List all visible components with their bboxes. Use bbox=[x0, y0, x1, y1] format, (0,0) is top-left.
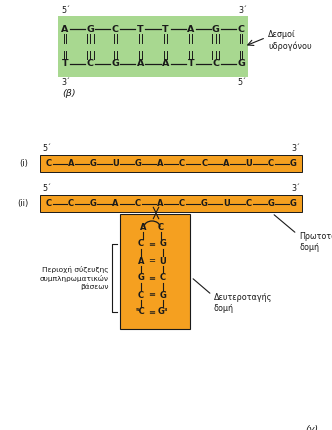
Text: A: A bbox=[187, 25, 195, 34]
Text: C: C bbox=[87, 59, 94, 68]
Text: U: U bbox=[160, 257, 166, 265]
Text: Περιοχή σύζευξης
συμπληρωματικών
βάσεων: Περιοχή σύζευξης συμπληρωματικών βάσεων bbox=[40, 266, 109, 290]
Text: C: C bbox=[112, 25, 119, 34]
Text: C: C bbox=[46, 199, 52, 208]
Text: 3´: 3´ bbox=[291, 184, 300, 193]
Text: A: A bbox=[112, 199, 119, 208]
Text: C: C bbox=[160, 273, 166, 283]
Text: A: A bbox=[137, 59, 144, 68]
Text: G: G bbox=[137, 273, 144, 283]
Text: U: U bbox=[223, 199, 230, 208]
Text: C: C bbox=[237, 25, 244, 34]
Text: 5´: 5´ bbox=[238, 78, 247, 87]
Text: Δευτεροταγής
δομή: Δευτεροταγής δομή bbox=[214, 293, 272, 313]
Text: G: G bbox=[212, 25, 220, 34]
Text: T: T bbox=[162, 25, 169, 34]
Text: Πρωτοταγής
δομή: Πρωτοταγής δομή bbox=[299, 232, 332, 252]
Text: G: G bbox=[267, 199, 274, 208]
Text: ≡: ≡ bbox=[148, 240, 155, 249]
Text: A: A bbox=[138, 257, 144, 265]
Bar bbox=[120, 214, 190, 329]
Text: ≡: ≡ bbox=[148, 291, 155, 300]
Text: G: G bbox=[160, 291, 166, 300]
Text: G: G bbox=[90, 199, 97, 208]
Text: T: T bbox=[62, 59, 68, 68]
Bar bbox=[58, 16, 248, 77]
Text: G: G bbox=[111, 59, 119, 68]
Text: A: A bbox=[68, 159, 74, 168]
Text: ⁵C: ⁵C bbox=[136, 307, 146, 316]
Text: 3´: 3´ bbox=[61, 78, 70, 87]
Text: G: G bbox=[290, 199, 296, 208]
Text: C: C bbox=[246, 199, 252, 208]
Text: C: C bbox=[201, 159, 208, 168]
Text: A: A bbox=[61, 25, 69, 34]
Text: (γ): (γ) bbox=[305, 425, 318, 430]
Text: A: A bbox=[223, 159, 230, 168]
Text: 5´: 5´ bbox=[61, 6, 70, 15]
Text: G: G bbox=[160, 240, 166, 249]
Text: G³: G³ bbox=[158, 307, 168, 316]
Text: C: C bbox=[158, 222, 164, 231]
Text: G: G bbox=[90, 159, 97, 168]
Text: C: C bbox=[212, 59, 219, 68]
Bar bbox=[40, 155, 302, 172]
Text: U: U bbox=[245, 159, 252, 168]
Text: A: A bbox=[157, 159, 163, 168]
Text: Δεσμοί
υδρογόνου: Δεσμοί υδρογόνου bbox=[268, 30, 312, 51]
Text: C: C bbox=[268, 159, 274, 168]
Text: C: C bbox=[68, 199, 74, 208]
Text: C: C bbox=[138, 291, 144, 300]
Text: A: A bbox=[157, 199, 163, 208]
Text: G: G bbox=[86, 25, 94, 34]
Text: 5´: 5´ bbox=[42, 144, 51, 153]
Text: A: A bbox=[140, 222, 146, 231]
Text: C: C bbox=[138, 240, 144, 249]
Text: =: = bbox=[148, 257, 155, 265]
Text: (i): (i) bbox=[19, 159, 28, 168]
Text: A: A bbox=[162, 59, 169, 68]
Text: 3´: 3´ bbox=[291, 144, 300, 153]
Text: C: C bbox=[179, 159, 185, 168]
Text: T: T bbox=[187, 59, 194, 68]
Text: C: C bbox=[135, 199, 141, 208]
Text: G: G bbox=[237, 59, 245, 68]
Bar bbox=[40, 195, 302, 212]
Text: G: G bbox=[201, 199, 208, 208]
Text: ≡: ≡ bbox=[148, 307, 155, 316]
Text: (ii): (ii) bbox=[17, 199, 28, 208]
Text: ≡: ≡ bbox=[148, 273, 155, 283]
Text: 3´: 3´ bbox=[238, 6, 247, 15]
Text: (β): (β) bbox=[62, 89, 76, 98]
Text: G: G bbox=[134, 159, 141, 168]
Text: T: T bbox=[137, 25, 144, 34]
Text: C: C bbox=[179, 199, 185, 208]
Text: 5´: 5´ bbox=[42, 184, 51, 193]
Text: G: G bbox=[290, 159, 296, 168]
Text: C: C bbox=[46, 159, 52, 168]
Text: U: U bbox=[112, 159, 119, 168]
